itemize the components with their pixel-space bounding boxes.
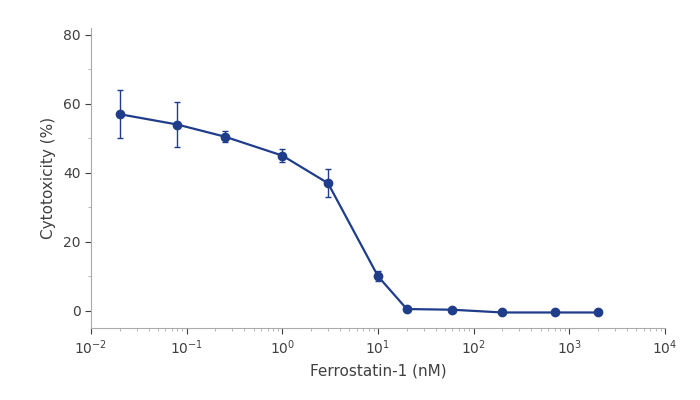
Y-axis label: Cytotoxicity (%): Cytotoxicity (%) (41, 117, 56, 239)
X-axis label: Ferrostatin-1 (nM): Ferrostatin-1 (nM) (309, 364, 447, 379)
